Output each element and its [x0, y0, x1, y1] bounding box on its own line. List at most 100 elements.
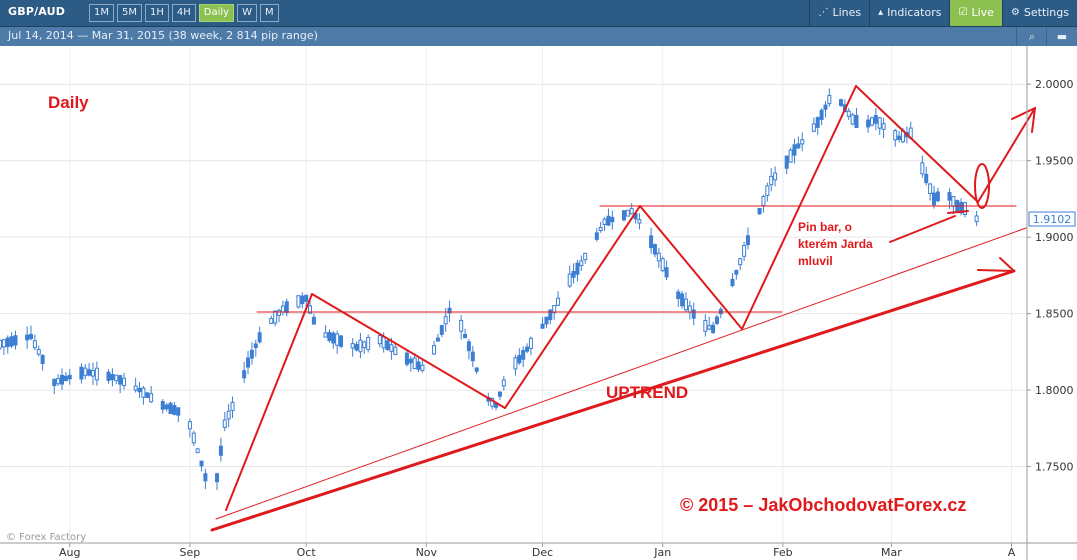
candle-body — [796, 143, 801, 149]
candle-body — [931, 192, 936, 206]
candle-body — [656, 252, 661, 262]
trend-zigzag-segment — [504, 205, 641, 409]
candle-body — [13, 335, 18, 346]
candle-body — [420, 364, 425, 372]
chart-toolbar: GBP/AUD 1M 5M 1H 4H Daily W M ⋰ Lines ▴ … — [0, 0, 1077, 27]
uptrend-arrow-head-a — [977, 269, 1015, 272]
settings-button[interactable]: ⚙ Settings — [1001, 0, 1077, 26]
candle-body — [579, 260, 584, 266]
candle-body — [323, 332, 328, 338]
pin-bar-pointer — [889, 215, 956, 243]
y-axis: 2.0000 1.9500 1.9000 1.8500 1.8000 1.7500 — [1027, 78, 1074, 474]
timeframe-button-monthly[interactable]: M — [259, 4, 279, 22]
candle-body — [439, 325, 444, 335]
candle-body — [893, 130, 898, 141]
candle-body — [79, 366, 84, 380]
candle-body — [389, 344, 394, 352]
timeframe-button-1h[interactable]: 1H — [145, 4, 169, 22]
grid — [0, 46, 1027, 543]
candle-body — [881, 123, 886, 130]
candle-body — [463, 333, 468, 339]
minus-icon: ▬ — [1056, 30, 1068, 43]
candle-body — [416, 361, 421, 370]
zoom-in-button[interactable]: ⌕ — [1016, 27, 1047, 46]
candle-body — [544, 316, 549, 325]
candle-body — [683, 298, 688, 311]
y-tick-label: 1.8000 — [1035, 384, 1074, 397]
candle-body — [680, 293, 685, 307]
timeframe-button-5m[interactable]: 5M — [117, 4, 142, 22]
trend-zigzag-segment — [741, 85, 857, 330]
candle-body — [215, 473, 220, 483]
breakout-arrow — [977, 107, 1036, 203]
x-tick-label: Feb — [773, 546, 792, 559]
collapse-button[interactable]: ▬ — [1046, 27, 1077, 46]
candle-body — [91, 369, 96, 377]
candle-body — [850, 114, 855, 125]
uptrend-thick-line — [210, 269, 1016, 532]
price-chart[interactable]: 2.0000 1.9500 1.9000 1.8500 1.8000 1.7500 Aug… — [0, 46, 1077, 560]
candle-body — [412, 357, 417, 370]
timeframe-button-1m[interactable]: 1M — [89, 4, 114, 22]
uptrend-label: UPTREND — [606, 383, 688, 402]
candle-body — [335, 333, 340, 346]
candle-body — [67, 374, 72, 380]
candle-body — [296, 295, 301, 308]
candle-body — [25, 334, 30, 341]
candle-body — [606, 215, 611, 226]
candle-body — [253, 343, 258, 348]
timeframe-button-4h[interactable]: 4H — [171, 4, 196, 22]
candle-body — [497, 391, 502, 397]
candle-body — [935, 191, 940, 202]
timeframe-button-weekly[interactable]: W — [237, 4, 257, 22]
candle-body — [277, 310, 282, 316]
candle-body — [137, 387, 142, 393]
breakout-arrow-head-b — [1031, 107, 1036, 133]
candle-body — [385, 340, 390, 351]
live-toggle[interactable]: ☑ Live — [949, 0, 1002, 26]
candle-body — [133, 385, 138, 391]
timeframe-group: 1M 5M 1H 4H Daily W M — [89, 4, 279, 22]
candle-body — [362, 341, 367, 349]
date-range-text: Jul 14, 2014 — Mar 31, 2015 (38 week, 2 … — [8, 29, 318, 42]
candle-body — [408, 358, 413, 364]
candle-body — [838, 99, 843, 106]
candle-body — [928, 183, 933, 194]
candle-body — [432, 345, 437, 355]
copyright-text: © 2015 – JakObchodovatForex.cz — [680, 495, 966, 515]
x-tick-label: Oct — [297, 546, 317, 559]
indicators-button[interactable]: ▴ Indicators — [869, 0, 949, 26]
candle-body — [466, 341, 471, 352]
lines-icon: ⋰ — [818, 7, 829, 18]
magnifier-icon: ⌕ — [1028, 30, 1036, 43]
lines-button[interactable]: ⋰ Lines — [809, 0, 869, 26]
candle-body — [823, 104, 828, 110]
candle-body — [199, 460, 204, 467]
candle-body — [540, 323, 545, 329]
candle-body — [676, 291, 681, 300]
y-tick-label: 2.0000 — [1035, 78, 1074, 91]
pinbar-label-line-1: Pin bar, o — [798, 220, 852, 234]
candle-body — [114, 374, 119, 382]
candle-body — [866, 119, 871, 128]
candle-body — [513, 357, 518, 370]
candle-body — [525, 346, 530, 352]
candle-body — [149, 393, 154, 403]
candle-body — [195, 448, 200, 454]
candle-body — [788, 149, 793, 163]
candle-body — [5, 337, 10, 348]
timeframe-button-daily[interactable]: Daily — [198, 4, 235, 22]
candle-body — [552, 304, 557, 314]
candle-body — [583, 252, 588, 261]
candle-body — [660, 258, 665, 272]
candle-body — [9, 336, 14, 347]
candle-body — [869, 117, 874, 126]
candle-body — [366, 336, 371, 350]
candle-body — [273, 310, 278, 324]
candle-body — [501, 379, 506, 387]
candle-body — [521, 350, 526, 360]
pinbar-label-line-3: mluvil — [798, 254, 833, 268]
y-tick-label: 1.7500 — [1035, 461, 1074, 474]
candle-body — [637, 219, 642, 224]
pin-bar-highlight — [974, 163, 990, 209]
